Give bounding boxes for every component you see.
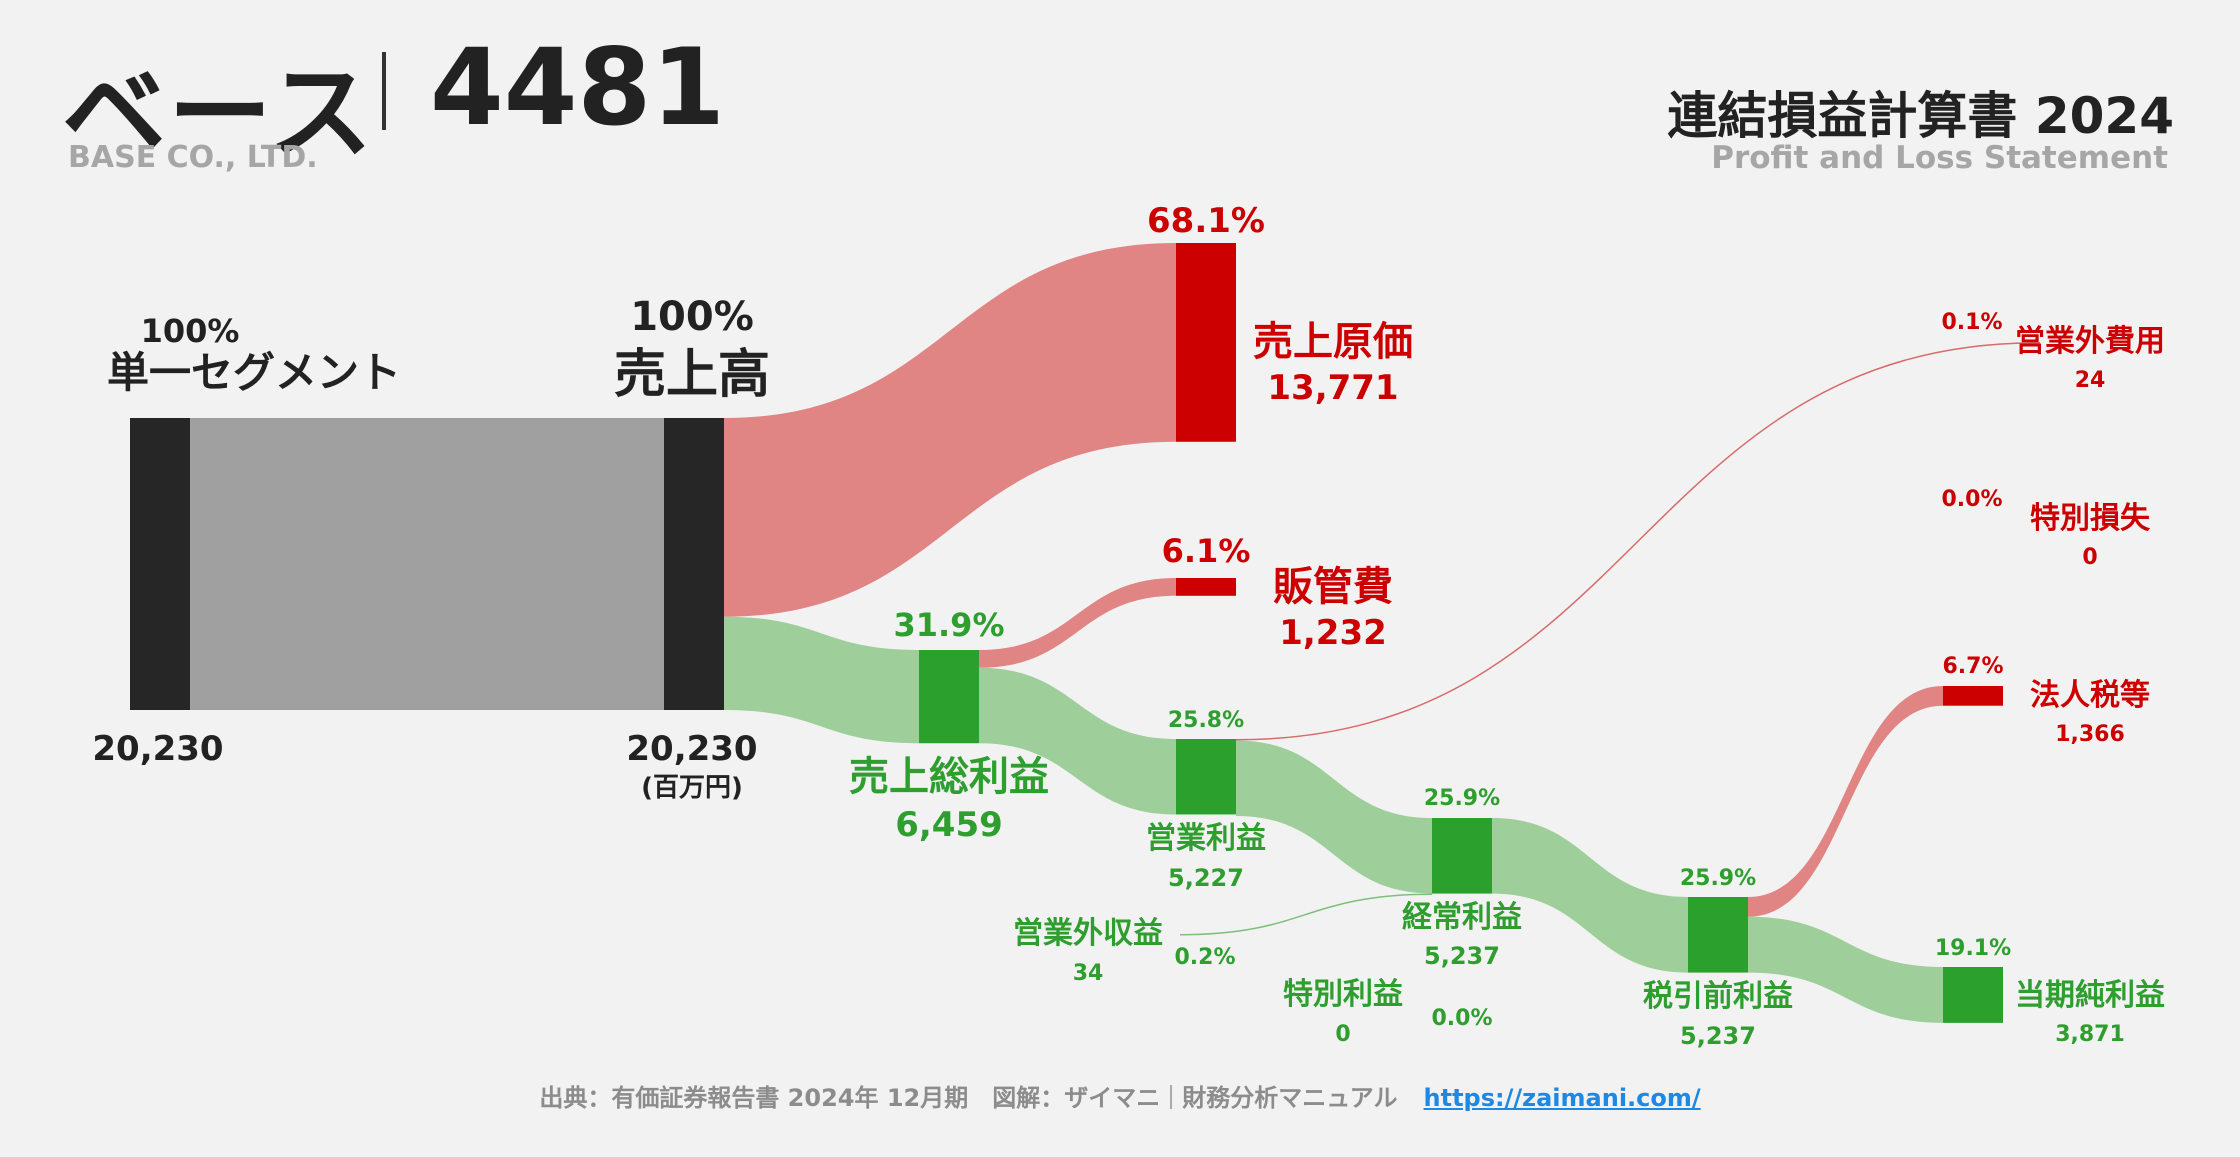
cogs-label: 売上原価: [1253, 319, 1413, 365]
node-sga: [1176, 578, 1236, 596]
node-ordinary: [1432, 818, 1492, 894]
revenue-value: 20,230: [626, 729, 757, 769]
sga-pct: 6.1%: [1162, 532, 1251, 570]
extra-loss-label: 特別損失: [2030, 501, 2151, 536]
footer: 出典：有価証券報告書 2024年 12月期 図解：ザイマニ 財務分析マニュアル ht…: [0, 1078, 2240, 1113]
node-net: [1943, 967, 2003, 1023]
ordinary-pct: 25.9%: [1424, 786, 1500, 811]
company-name: ベース: [62, 52, 375, 174]
node-gross: [919, 650, 979, 744]
gross-value: 6,459: [895, 805, 1003, 845]
nonop-income-value: 34: [1073, 961, 1104, 986]
link-pretax-tax: [1748, 686, 1943, 917]
cogs-pct: 68.1%: [1147, 201, 1265, 241]
nonop-income-pct: 0.2%: [1174, 945, 1235, 970]
net-value: 3,871: [2055, 1022, 2125, 1047]
company-english-name: BASE CO., LTD.: [68, 140, 318, 175]
operating-value: 5,227: [1168, 864, 1244, 892]
site-link[interactable]: https://zaimani.com/: [1423, 1084, 1701, 1112]
segment-value: 20,230: [92, 729, 223, 769]
tax-value: 1,366: [2055, 722, 2125, 747]
extra-loss-pct: 0.0%: [1941, 487, 2002, 512]
ordinary-value: 5,237: [1424, 942, 1500, 970]
segment-label: 単一セグメント: [107, 348, 401, 397]
node-cogs: [1176, 243, 1236, 442]
revenue-pct: 100%: [630, 294, 754, 340]
extra-gain-value: 0: [1335, 1022, 1350, 1047]
link-operating-ordinary: [1236, 740, 1432, 894]
title-divider: [382, 52, 386, 130]
nonop-income-label: 営業外収益: [1013, 916, 1163, 951]
link-revenue-cogs: [724, 243, 1176, 617]
gross-pct: 31.9%: [893, 606, 1004, 644]
operating-label: 営業利益: [1146, 821, 1266, 856]
extra-loss-value: 0: [2082, 545, 2097, 570]
node-pretax: [1688, 897, 1748, 973]
source-note: 出典：有価証券報告書 2024年 12月期 図解：ザイマニ: [539, 1084, 1161, 1112]
segment-pct: 100%: [141, 312, 240, 350]
nonop-expense-label: 営業外費用: [2015, 324, 2165, 359]
link-pretax-net: [1748, 916, 1943, 1023]
ordinary-label: 経常利益: [1402, 900, 1522, 935]
statement-title: 連結損益計算書 2024: [1667, 87, 2174, 145]
cogs-value: 13,771: [1267, 368, 1398, 408]
pretax-label: 税引前利益: [1643, 979, 1793, 1014]
tax-pct: 6.7%: [1942, 654, 2003, 679]
footer-divider: [1170, 1085, 1173, 1109]
link-revenue-gross: [724, 616, 919, 744]
statement-subtitle: Profit and Loss Statement: [1711, 140, 2168, 176]
node-tax: [1943, 686, 2003, 706]
site-brand: 財務分析マニュアル: [1182, 1084, 1398, 1112]
ticker-code: 4481: [430, 26, 726, 149]
gross-label: 売上総利益: [849, 754, 1049, 800]
revenue-label: 売上高: [614, 345, 770, 405]
sga-label: 販管費: [1273, 564, 1393, 610]
pretax-value: 5,237: [1680, 1022, 1756, 1050]
node-operating: [1176, 739, 1236, 815]
sga-value: 1,232: [1279, 613, 1387, 653]
tax-label: 法人税等: [2030, 678, 2150, 713]
nonop-expense-pct: 0.1%: [1941, 310, 2002, 335]
link-segment-revenue: [190, 418, 664, 710]
net-label: 当期純利益: [2015, 978, 2165, 1013]
extra-gain-pct: 0.0%: [1431, 1006, 1492, 1031]
node-segment: [130, 418, 190, 710]
unit-label: (百万円): [641, 773, 743, 803]
net-pct: 19.1%: [1935, 936, 2011, 961]
link-nonop_income-ordinary: [1179, 893, 1433, 936]
operating-pct: 25.8%: [1168, 708, 1244, 733]
extra-gain-label: 特別利益: [1283, 977, 1403, 1012]
link-gross-sga: [979, 578, 1176, 668]
pretax-pct: 25.9%: [1680, 866, 1756, 891]
nonop-expense-value: 24: [2075, 368, 2106, 393]
link-operating-nonop_expense: [1235, 342, 2041, 741]
link-gross-operating: [979, 667, 1176, 815]
link-ordinary-pretax: [1492, 818, 1688, 973]
node-revenue: [664, 418, 724, 710]
